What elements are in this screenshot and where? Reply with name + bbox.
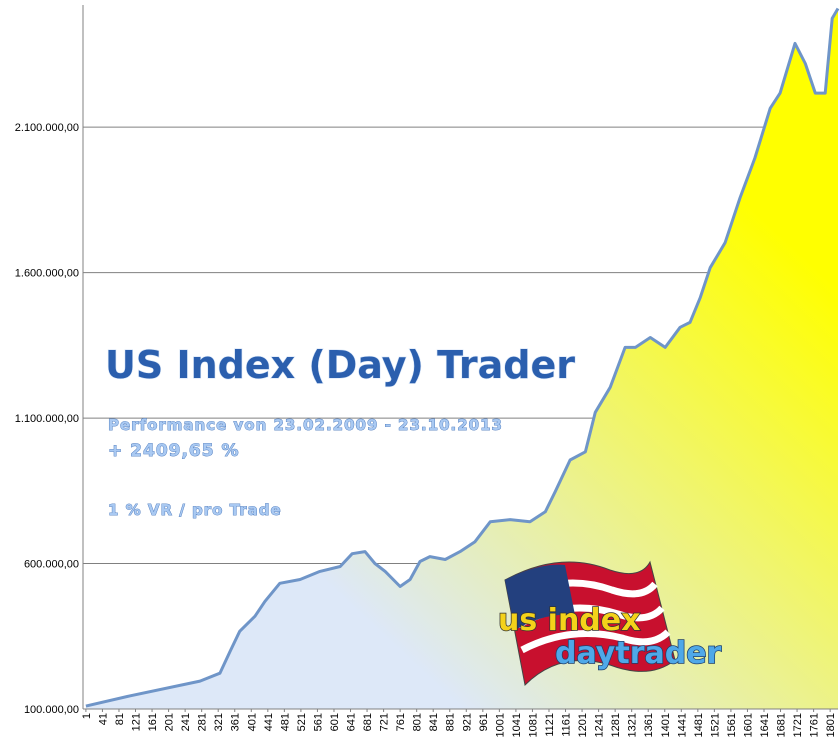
x-tick-label: 801 — [412, 713, 424, 731]
x-tick-label: 1721 — [792, 713, 804, 737]
x-tick-label: 1081 — [527, 713, 539, 737]
x-tick-label: 281 — [197, 713, 209, 731]
x-tick-label: 81 — [114, 713, 126, 725]
x-tick-label: 1041 — [511, 713, 523, 737]
x-tick-label: 1681 — [776, 713, 788, 737]
x-tick-label: 1521 — [709, 713, 721, 737]
x-tick-label: 1361 — [643, 713, 655, 737]
x-tick-label: 1401 — [660, 713, 672, 737]
x-tick-label: 1481 — [693, 713, 705, 737]
area — [85, 8, 838, 709]
x-tick-label: 1121 — [544, 713, 556, 737]
x-tick-label: 481 — [279, 713, 291, 731]
x-tick-label: 41 — [97, 713, 109, 725]
x-tick-label: 361 — [230, 713, 242, 731]
logo-text: us index — [498, 603, 640, 638]
x-tick-label: 441 — [263, 713, 275, 731]
x-tick-label: 841 — [428, 713, 440, 731]
flag-stripe — [520, 629, 671, 654]
x-tick-label: 921 — [461, 713, 473, 731]
y-tick-label: 2.100.000,00 — [15, 122, 79, 134]
line — [85, 7, 840, 708]
y-tick-label: 1.600.000,00 — [15, 268, 79, 280]
x-tick-label: 321 — [213, 713, 225, 731]
x-tick-label: 681 — [362, 713, 374, 731]
x-tick-label: 1561 — [726, 713, 738, 737]
x-tick-label: 1241 — [594, 713, 606, 737]
y-tick-label: 1.100.000,00 — [15, 413, 79, 425]
x-tick-label: 1 — [81, 713, 93, 719]
x-tick-label: 121 — [131, 713, 143, 731]
x-tick-label: 521 — [296, 713, 308, 731]
x-tick-label: 1601 — [742, 713, 754, 737]
x-tick-label: 1441 — [676, 713, 688, 737]
x-tick-label: 601 — [329, 713, 341, 731]
x-tick-label: 721 — [379, 713, 391, 731]
annotation: + 2409,65 % — [108, 441, 240, 461]
x-tick-label: 201 — [164, 713, 176, 731]
x-tick-label: 1321 — [627, 713, 639, 737]
logo-text: daytrader — [555, 636, 722, 671]
x-tick-label: 1761 — [809, 713, 821, 737]
annotation: 1 % VR / pro Trade — [108, 501, 282, 519]
x-tick-label: 1641 — [759, 713, 771, 737]
x-tick-label: 401 — [246, 713, 258, 731]
flag-canton — [505, 564, 575, 630]
x-tick-label: 961 — [478, 713, 490, 731]
x-tick-label: 881 — [445, 713, 457, 731]
logo: us index daytrader — [497, 560, 722, 687]
x-tick-label: 761 — [395, 713, 407, 731]
x-tick-label: 1161 — [561, 713, 573, 737]
x-tick-label: 1001 — [494, 713, 506, 737]
x-tick-label: 1801 — [825, 713, 837, 737]
x-tick-label: 641 — [346, 713, 358, 731]
chart-title: US Index (Day) Trader — [105, 343, 575, 387]
x-tick-label: 1281 — [610, 713, 622, 737]
x-tick-label: 1201 — [577, 713, 589, 737]
x-tick-label: 561 — [312, 713, 324, 731]
y-tick-label: 600.000,00 — [24, 559, 79, 571]
x-tick-label: 161 — [147, 713, 159, 731]
x-tick-label: 241 — [180, 713, 192, 731]
subtitle: Performance von 23.02.2009 - 23.10.2013 — [108, 416, 503, 434]
y-tick-label: 100.000,00 — [24, 704, 79, 716]
